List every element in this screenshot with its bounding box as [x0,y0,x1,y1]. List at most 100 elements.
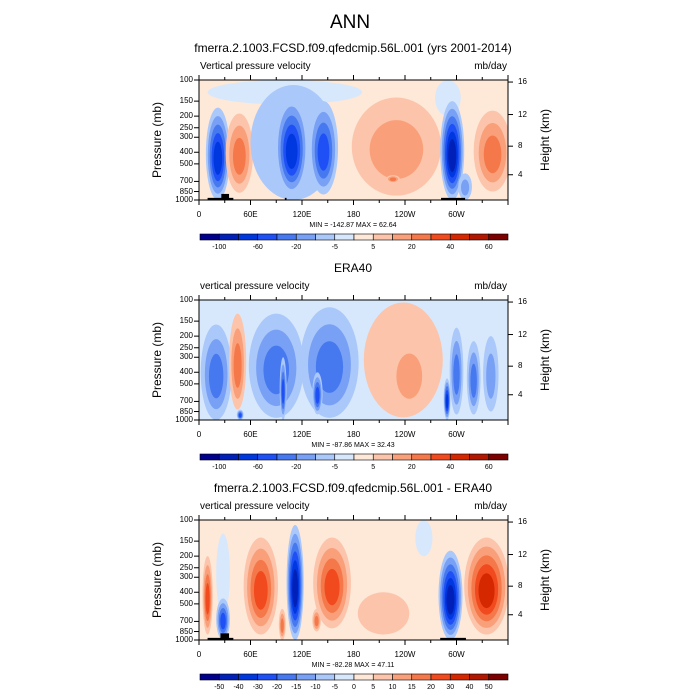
colorbar-box [276,453,297,461]
contour-region [208,353,224,399]
contour-region [470,363,477,398]
y-tick-label: 850 [179,626,193,636]
colorbar-label: -5 [331,244,338,251]
y-tick-label: 250 [179,562,193,572]
y-axis-label: Pressure (mb) [150,101,164,179]
contour-region [357,592,410,635]
panel-title: fmerra.2.1003.FCSD.f09.qfedcmip.56L.001 … [213,481,493,495]
colorbar-box [315,673,336,681]
y-tick-label: 500 [179,378,193,388]
contour-region [415,520,433,557]
x-tick-label: 60E [243,650,258,659]
panel-title: fmerra.2.1003.FCSD.f09.qfedcmip.56L.001 … [194,41,512,55]
y2-tick-label: 8 [518,141,523,151]
y-tick-label: 700 [179,176,193,186]
contour-region [253,570,268,610]
panel-left-string: vertical pressure velocity [200,281,310,292]
colorbar-label: 5 [371,244,376,251]
colorbar-label: -15 [291,684,302,691]
panel-units: mb/day [474,281,507,292]
min-max-label: MIN = -87.86 MAX = 32.43 [311,442,395,449]
contour-region [369,120,424,179]
panel-units: mb/day [474,501,507,512]
colorbar-box [449,673,470,681]
contour-region [453,354,460,395]
contour-region [285,133,298,169]
colorbar-box [238,453,259,461]
colorbar-box [199,673,220,681]
y2-tick-label: 8 [518,581,523,591]
colorbar-box [295,453,316,461]
x-tick-label: 120W [394,210,416,219]
colorbar-label: -60 [252,244,263,251]
contour-panel-3 [194,515,513,645]
colorbar-box [392,673,413,681]
contour-region [448,139,457,172]
y-tick-label: 500 [179,598,193,608]
y-tick-label: 1000 [175,415,193,424]
contour-region [396,353,423,399]
contour-region [205,583,210,615]
panel-left-string: vertical pressure velocity [200,501,310,512]
colorbar-box [430,673,451,681]
colorbar-box [392,233,413,241]
colorbar-box [392,453,413,461]
colorbar-box [488,673,509,681]
y2-tick-label: 12 [518,329,527,339]
terrain-mask [284,197,287,200]
y-tick-label: 850 [179,406,193,416]
colorbar-box [334,233,355,241]
colorbar-label: -60 [252,464,263,471]
colorbar-box [353,453,374,461]
contour-region [324,568,340,606]
colorbar-label: -30 [252,684,263,691]
colorbar-label: -20 [291,464,302,471]
x-tick-label: 120W [394,650,416,659]
y-tick-label: 400 [179,587,193,597]
colorbar-box [218,673,239,681]
colorbar-box [372,453,393,461]
colorbar-label: -20 [291,244,302,251]
panel-title: ERA40 [333,261,373,275]
x-tick-label: 180 [346,430,361,439]
colorbar-box [353,673,374,681]
colorbar-box [469,673,490,681]
contour-region [445,393,449,409]
y2-tick-label: 12 [518,549,527,559]
contour-region [314,615,319,627]
contour-region [238,413,242,418]
y-tick-label: 1000 [175,195,193,204]
y-tick-label: 250 [179,342,193,352]
colorbar-label: -50 [214,684,225,691]
colorbar-label: 20 [407,464,416,471]
colorbar-box [199,453,220,461]
y2-axis-label: Height (km) [538,108,552,172]
x-tick-label: 120E [292,430,312,439]
contour-region [216,533,230,614]
y-tick-label: 200 [179,111,193,121]
colorbar-box [372,673,393,681]
colorbar-box [257,233,278,241]
x-tick-label: 0 [196,650,202,659]
y2-tick-label: 12 [518,109,527,119]
contour-region [233,343,242,388]
y-tick-label: 150 [179,316,193,326]
terrain-mask [220,633,230,640]
y2-tick-label: 16 [518,77,527,87]
y2-tick-label: 4 [518,169,523,179]
colorbar-box [238,673,259,681]
colorbar-label: 60 [484,464,493,471]
y-tick-label: 1000 [175,635,193,644]
y-tick-label: 700 [179,616,193,626]
x-tick-label: 180 [346,650,361,659]
y-tick-label: 300 [179,352,193,362]
colorbar-label: 20 [427,684,435,691]
y-tick-label: 200 [179,551,193,561]
colorbar-box [449,233,470,241]
terrain-mask [441,197,466,200]
colorbar-label: -40 [233,684,244,691]
colorbar-box [315,453,336,461]
contour-region [280,618,284,633]
colorbar [199,453,509,461]
colorbar-box [238,233,259,241]
